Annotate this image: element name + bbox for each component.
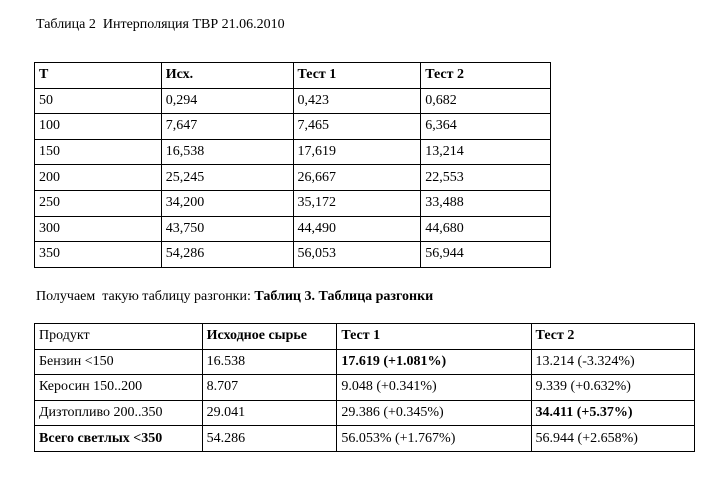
distillation-table: Продукт Исходное сырье Тест 1 Тест 2 Бен… [34, 323, 696, 452]
table-cell: 200 [34, 164, 162, 191]
table-cell: 56,944 [420, 241, 551, 268]
table-cell: 7,465 [292, 113, 422, 140]
table-cell: 9.048 (+0.341%) [336, 374, 532, 401]
table-cell: 54,286 [160, 241, 294, 268]
table-cell: 250 [34, 189, 162, 217]
table-cell: 16.538 [201, 348, 338, 376]
table-header-row: Т Исх. Тест 1 Тест 2 [34, 62, 551, 89]
table-header-row: Продукт Исходное сырье Тест 1 Тест 2 [34, 323, 696, 350]
table-cell: Бензин <150 [34, 348, 203, 376]
table-cell: Керосин 150..200 [34, 374, 203, 401]
header-cell-t: Т [34, 62, 162, 89]
table-cell: 35,172 [292, 189, 422, 217]
caption-text: Получаем такую таблицу разгонки: [36, 289, 255, 304]
table-row: Бензин <150 16.538 17.619 (+1.081%) 13.2… [34, 348, 696, 376]
table-cell: 13,214 [420, 138, 551, 166]
table-cell: Всего светлых <350 [34, 425, 203, 452]
table-row: Всего светлых <350 54.286 56.053% (+1.76… [34, 425, 696, 452]
table-cell: 7,647 [160, 113, 294, 140]
table-cell: 56.944 (+2.658%) [530, 425, 696, 452]
table-cell: 0,294 [160, 87, 294, 115]
header-cell-product: Продукт [34, 323, 203, 350]
header-cell-test1: Тест 1 [336, 323, 532, 350]
header-cell-test1: Тест 1 [292, 62, 422, 89]
table-3-caption: Получаем такую таблицу разгонки: Таблиц … [36, 289, 433, 305]
table-cell: 56.053% (+1.767%) [336, 425, 532, 452]
table-cell: 25,245 [160, 164, 294, 191]
table-cell: 17,619 [292, 138, 422, 166]
table-cell: 150 [34, 138, 162, 166]
table-cell: Дизтопливо 200..350 [34, 399, 203, 427]
table-row: 100 7,647 7,465 6,364 [34, 113, 551, 140]
table-cell: 33,488 [420, 189, 551, 217]
table-row: 150 16,538 17,619 13,214 [34, 138, 551, 166]
table-cell: 44,490 [292, 215, 422, 243]
interpolation-table: Т Исх. Тест 1 Тест 2 50 0,294 0,423 0,68… [34, 62, 551, 268]
table-cell: 16,538 [160, 138, 294, 166]
table-cell: 34.411 (+5.37%) [530, 399, 696, 427]
caption-bold-title: Таблиц 3. Таблица разгонки [254, 289, 434, 304]
header-cell-test2: Тест 2 [530, 323, 696, 350]
header-cell-feedstock: Исходное сырье [201, 323, 338, 350]
table-row: Дизтопливо 200..350 29.041 29.386 (+0.34… [34, 399, 696, 427]
table-cell: 300 [34, 215, 162, 243]
table-cell: 13.214 (-3.324%) [530, 348, 696, 376]
table-cell: 56,053 [292, 241, 422, 268]
table-cell: 50 [34, 87, 162, 115]
table-cell: 22,553 [420, 164, 551, 191]
table-cell: 100 [34, 113, 162, 140]
table-row: 50 0,294 0,423 0,682 [34, 87, 551, 115]
table-cell: 26,667 [292, 164, 422, 191]
table-cell: 43,750 [160, 215, 294, 243]
table-row: Керосин 150..200 8.707 9.048 (+0.341%) 9… [34, 374, 696, 401]
table-cell: 9.339 (+0.632%) [530, 374, 696, 401]
table-row: 300 43,750 44,490 44,680 [34, 215, 551, 243]
table-row: 350 54,286 56,053 56,944 [34, 241, 551, 268]
header-cell-source: Исх. [160, 62, 294, 89]
table-cell: 8.707 [201, 374, 338, 401]
table-cell: 54.286 [201, 425, 338, 452]
table-cell: 44,680 [420, 215, 551, 243]
table-cell: 29.386 (+0.345%) [336, 399, 532, 427]
table-cell: 350 [34, 241, 162, 268]
table-row: 250 34,200 35,172 33,488 [34, 189, 551, 217]
table-row: 200 25,245 26,667 22,553 [34, 164, 551, 191]
table-cell: 29.041 [201, 399, 338, 427]
header-cell-test2: Тест 2 [420, 62, 551, 89]
table-2-caption: Таблица 2 Интерполяция ТВР 21.06.2010 [36, 17, 285, 32]
table-cell: 0,682 [420, 87, 551, 115]
table-cell: 34,200 [160, 189, 294, 217]
table-cell: 6,364 [420, 113, 551, 140]
table-cell: 0,423 [292, 87, 422, 115]
table-cell: 17.619 (+1.081%) [336, 348, 532, 376]
